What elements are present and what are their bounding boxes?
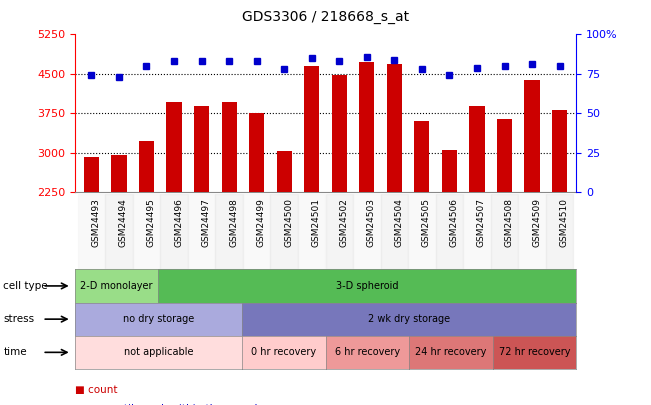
Bar	[408, 194, 436, 269]
Text: GSM24502: GSM24502	[339, 198, 348, 247]
Bar	[243, 194, 270, 269]
Bar	[381, 194, 408, 269]
Text: 2 wk dry storage: 2 wk dry storage	[368, 314, 450, 324]
Text: 72 hr recovery: 72 hr recovery	[499, 347, 570, 357]
Text: 0 hr recovery: 0 hr recovery	[251, 347, 316, 357]
Bar	[298, 194, 326, 269]
Bar	[111, 155, 126, 192]
Bar	[77, 194, 105, 269]
Text: GSM24501: GSM24501	[312, 198, 321, 247]
Bar	[332, 75, 347, 192]
Text: not applicable: not applicable	[124, 347, 193, 357]
Bar	[160, 194, 187, 269]
Bar	[304, 66, 319, 192]
Bar	[491, 194, 518, 269]
Bar	[353, 194, 381, 269]
Bar	[464, 194, 491, 269]
Bar	[359, 62, 374, 192]
Text: GSM24504: GSM24504	[395, 198, 404, 247]
Text: GSM24495: GSM24495	[146, 198, 156, 247]
Text: 3-D spheroid: 3-D spheroid	[336, 281, 398, 291]
Text: 6 hr recovery: 6 hr recovery	[335, 347, 400, 357]
Text: GSM24508: GSM24508	[505, 198, 514, 247]
Text: GDS3306 / 218668_s_at: GDS3306 / 218668_s_at	[242, 10, 409, 24]
Bar	[139, 141, 154, 192]
Text: GSM24494: GSM24494	[119, 198, 128, 247]
Bar	[221, 102, 237, 192]
Text: cell type: cell type	[3, 281, 48, 291]
Bar	[436, 194, 464, 269]
Text: GSM24506: GSM24506	[449, 198, 458, 247]
Text: GSM24500: GSM24500	[284, 198, 293, 247]
Bar	[167, 102, 182, 192]
Bar	[249, 113, 264, 192]
Text: GSM24503: GSM24503	[367, 198, 376, 247]
Bar	[215, 194, 243, 269]
Bar	[387, 64, 402, 192]
Text: GSM24507: GSM24507	[477, 198, 486, 247]
Bar	[442, 150, 457, 192]
Text: GSM24497: GSM24497	[202, 198, 210, 247]
Bar	[326, 194, 353, 269]
Bar	[105, 194, 133, 269]
Bar	[546, 194, 574, 269]
Text: time: time	[3, 347, 27, 357]
Bar	[270, 194, 298, 269]
Text: GSM24499: GSM24499	[256, 198, 266, 247]
Bar	[277, 151, 292, 192]
Bar	[84, 157, 99, 192]
Bar	[414, 122, 430, 192]
Text: no dry storage: no dry storage	[123, 314, 194, 324]
Bar	[497, 119, 512, 192]
Text: GSM24498: GSM24498	[229, 198, 238, 247]
Bar	[194, 106, 209, 192]
Bar	[552, 110, 567, 192]
Bar	[187, 194, 215, 269]
Text: GSM24509: GSM24509	[532, 198, 541, 247]
Text: GSM24496: GSM24496	[174, 198, 183, 247]
Bar	[133, 194, 160, 269]
Text: 24 hr recovery: 24 hr recovery	[415, 347, 486, 357]
Text: ■ count: ■ count	[75, 385, 117, 395]
Text: stress: stress	[3, 314, 35, 324]
Bar	[469, 106, 484, 192]
Bar	[525, 80, 540, 192]
Text: GSM24510: GSM24510	[560, 198, 568, 247]
Text: GSM24505: GSM24505	[422, 198, 431, 247]
Text: 2-D monolayer: 2-D monolayer	[80, 281, 153, 291]
Text: GSM24493: GSM24493	[91, 198, 100, 247]
Bar	[518, 194, 546, 269]
